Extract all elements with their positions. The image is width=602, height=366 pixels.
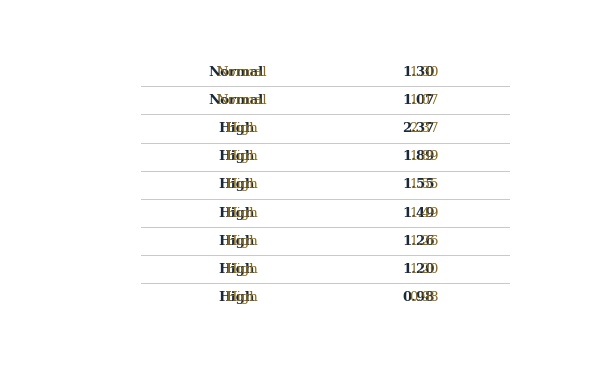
Text: Normal: Normal xyxy=(217,66,267,79)
Text: High: High xyxy=(225,235,258,248)
Text: High: High xyxy=(225,150,258,163)
Text: High: High xyxy=(218,263,255,276)
Text: 1.55: 1.55 xyxy=(402,178,435,191)
Text: Normal: Normal xyxy=(208,94,264,107)
Text: High: High xyxy=(225,263,258,276)
Text: High: High xyxy=(218,122,255,135)
Text: Normal: Normal xyxy=(208,66,264,79)
Text: 1.26: 1.26 xyxy=(402,235,435,248)
Text: 1.20: 1.20 xyxy=(409,263,438,276)
Text: 1.26: 1.26 xyxy=(409,235,438,248)
Text: 0.98: 0.98 xyxy=(402,291,434,304)
Text: High: High xyxy=(225,178,258,191)
Text: High: High xyxy=(225,122,258,135)
Text: High: High xyxy=(218,235,255,248)
Text: 1.30: 1.30 xyxy=(402,66,434,79)
Text: 1.89: 1.89 xyxy=(402,150,435,163)
Text: 1.49: 1.49 xyxy=(402,206,435,220)
Text: High: High xyxy=(218,178,255,191)
Text: High: High xyxy=(225,291,258,304)
Text: 1.30: 1.30 xyxy=(409,66,438,79)
Text: 1.20: 1.20 xyxy=(402,263,435,276)
Text: Normal: Normal xyxy=(217,94,267,107)
Text: 1.07: 1.07 xyxy=(402,94,434,107)
Text: 2.37: 2.37 xyxy=(409,122,439,135)
Text: 2.37: 2.37 xyxy=(402,122,434,135)
Text: 0.98: 0.98 xyxy=(409,291,438,304)
Text: High: High xyxy=(218,206,255,220)
Text: 1.89: 1.89 xyxy=(409,150,438,163)
Text: High: High xyxy=(225,206,258,220)
Text: 1.55: 1.55 xyxy=(409,178,438,191)
Text: High: High xyxy=(218,150,255,163)
Text: 1.49: 1.49 xyxy=(409,206,438,220)
Text: 1.07: 1.07 xyxy=(409,94,438,107)
Text: High: High xyxy=(218,291,255,304)
